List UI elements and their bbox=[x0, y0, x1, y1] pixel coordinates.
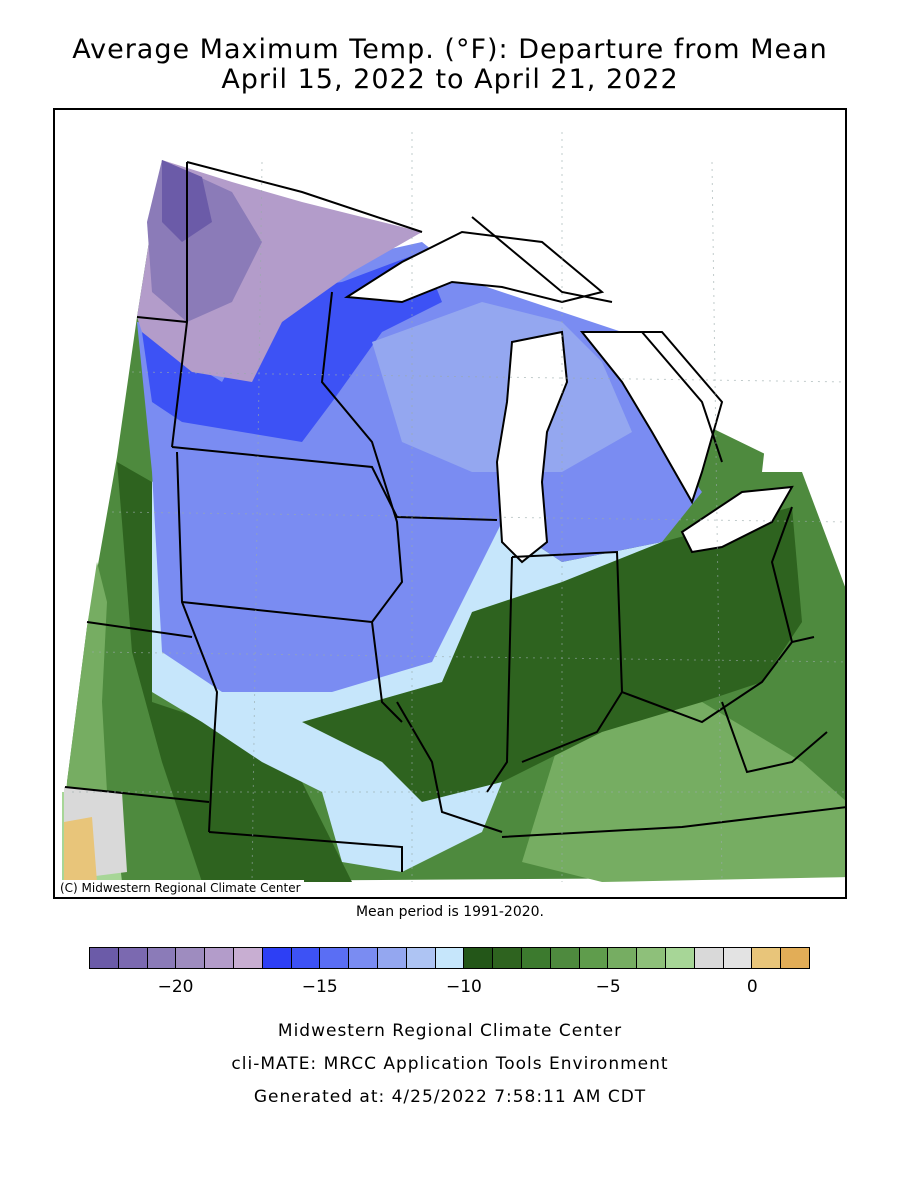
region-blue-mid bbox=[372, 302, 632, 472]
legend-swatch bbox=[377, 948, 407, 968]
legend-swatch bbox=[205, 948, 234, 968]
lake-michigan bbox=[495, 330, 569, 564]
lake-erie bbox=[680, 485, 794, 554]
legend-tick-label: −10 bbox=[445, 977, 482, 997]
legend-swatch bbox=[579, 948, 609, 968]
map-title: Average Maximum Temp. (°F): Departure fr… bbox=[72, 34, 828, 65]
region-tan-sw bbox=[64, 817, 97, 882]
legend-swatch bbox=[637, 948, 666, 968]
legend-swatch bbox=[752, 948, 782, 968]
legend-swatch bbox=[493, 948, 522, 968]
legend-swatch bbox=[665, 948, 695, 968]
copyright-label: (C) Midwestern Regional Climate Center bbox=[57, 880, 304, 896]
legend-swatch bbox=[464, 948, 494, 968]
legend-swatch bbox=[723, 948, 753, 968]
legend-swatch bbox=[608, 948, 638, 968]
region-darkgreen-central bbox=[302, 507, 802, 802]
legend-tick-label: −20 bbox=[157, 977, 194, 997]
canada-region bbox=[55, 110, 845, 472]
legend-swatch bbox=[521, 948, 551, 968]
map-date-range: April 15, 2022 to April 21, 2022 bbox=[221, 64, 679, 95]
legend-tick-label: −15 bbox=[301, 977, 338, 997]
map-panel bbox=[53, 108, 847, 899]
legend-swatch bbox=[349, 948, 378, 968]
mean-period-note: Mean period is 1991-2020. bbox=[355, 904, 545, 920]
legend-swatch bbox=[781, 948, 809, 968]
legend-swatch bbox=[147, 948, 177, 968]
lake-huron bbox=[579, 331, 724, 505]
legend-swatch bbox=[262, 948, 292, 968]
footer-generated: Generated at: 4/25/2022 7:58:11 AM CDT bbox=[253, 1087, 647, 1107]
legend-swatch bbox=[694, 948, 724, 968]
region-lightgreen-se bbox=[522, 702, 845, 882]
legend-swatch bbox=[550, 948, 580, 968]
legend-swatch bbox=[291, 948, 321, 968]
legend-swatch bbox=[406, 948, 436, 968]
legend-swatch bbox=[176, 948, 206, 968]
footer-org: Midwestern Regional Climate Center bbox=[277, 1021, 623, 1041]
legend-tick-label: −5 bbox=[595, 977, 621, 997]
graticule bbox=[72, 132, 845, 883]
legend-swatch bbox=[320, 948, 350, 968]
footer-tool: cli-MATE: MRCC Application Tools Environ… bbox=[231, 1054, 669, 1074]
map-canvas bbox=[55, 110, 845, 883]
legend-swatch bbox=[435, 948, 465, 968]
legend-swatch bbox=[233, 948, 263, 968]
legend-swatch bbox=[118, 948, 148, 968]
legend-swatch bbox=[90, 948, 119, 968]
color-legend bbox=[89, 947, 810, 969]
state-borders bbox=[64, 161, 845, 872]
legend-tick-label: 0 bbox=[746, 977, 758, 997]
